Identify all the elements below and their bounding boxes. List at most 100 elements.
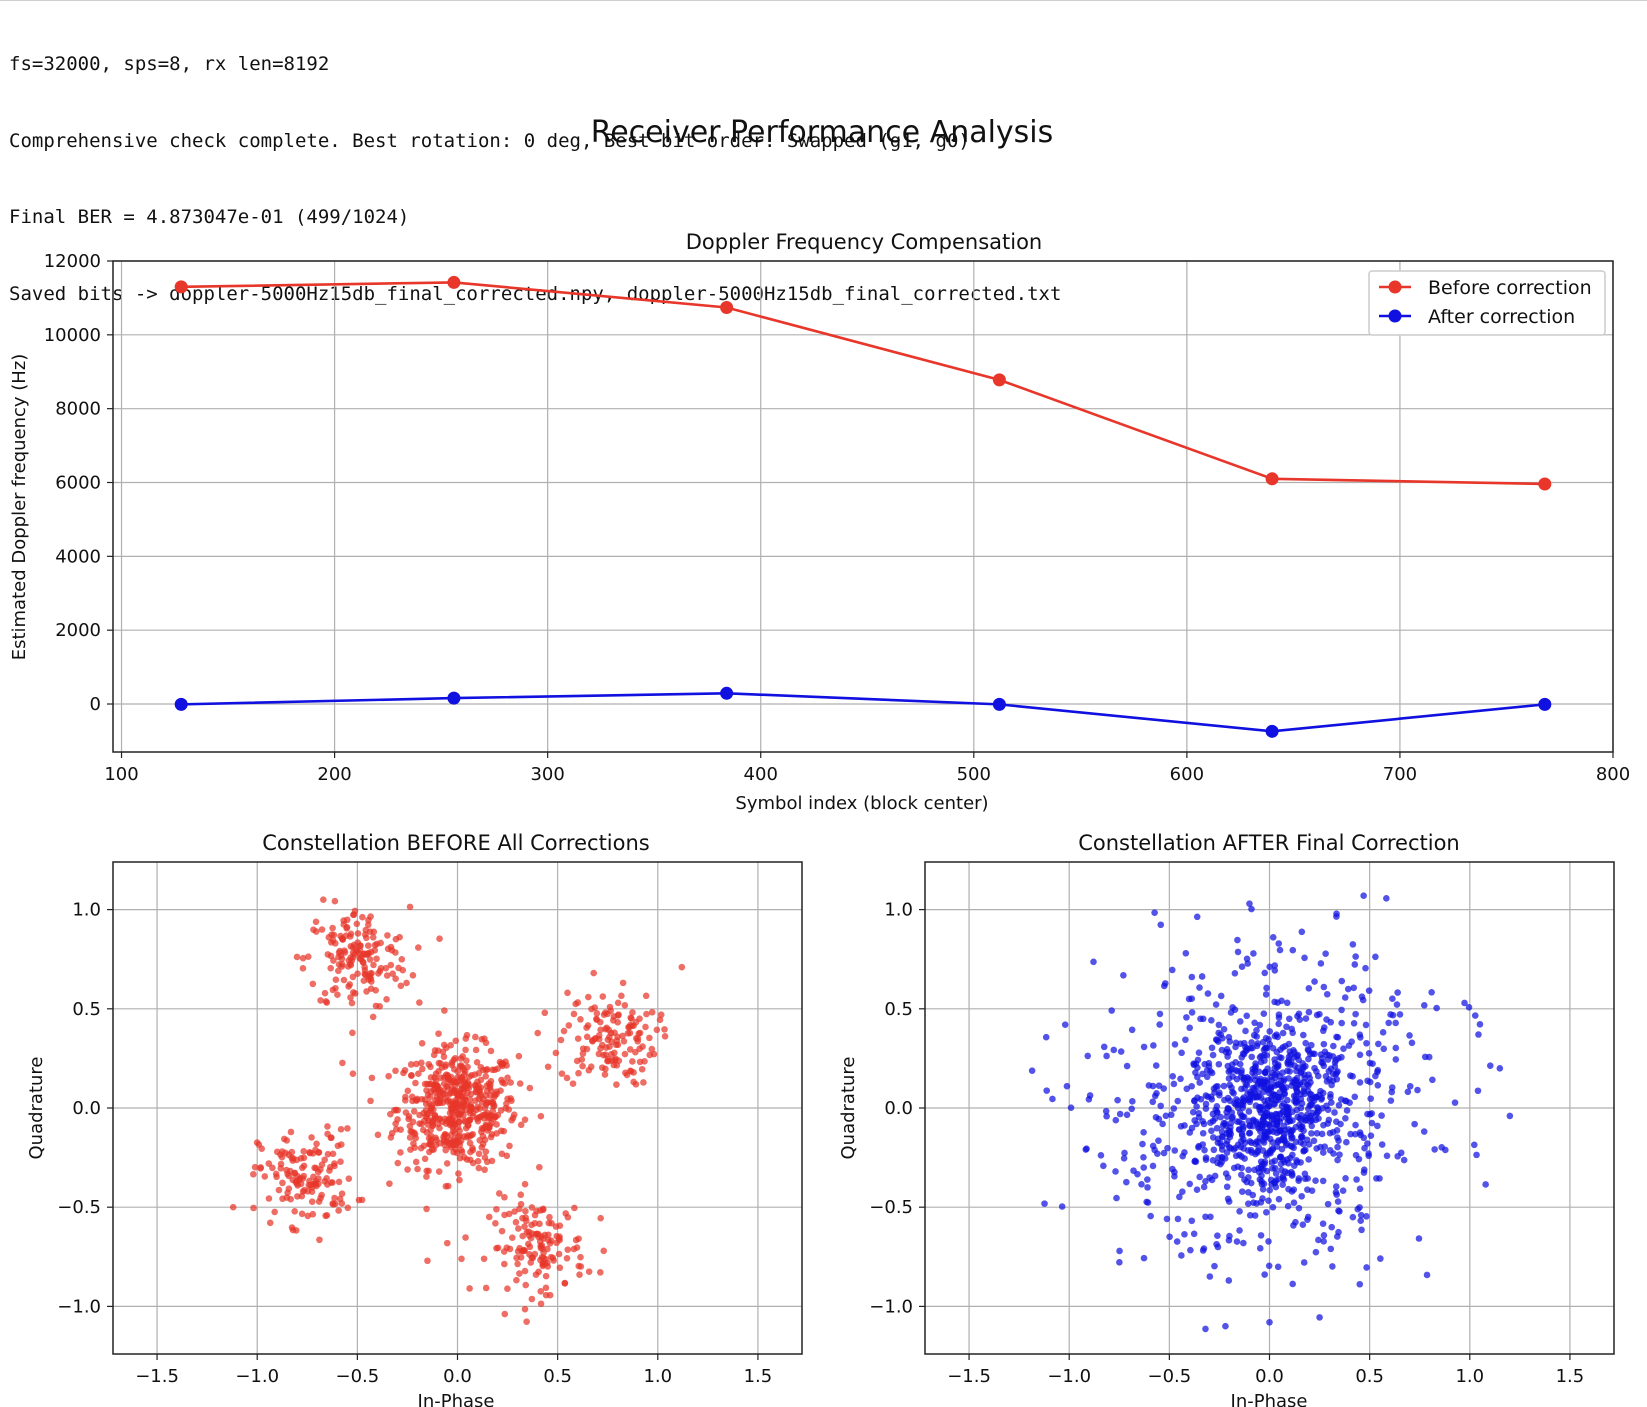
before-constellation-point [354,930,362,937]
after-constellation-point [1232,1059,1239,1066]
before-constellation-point [269,1164,276,1172]
before-constellation-point [640,1079,647,1086]
after-constellation-point [1277,1153,1284,1161]
after-constellation-point [1278,1145,1286,1153]
before-constellation-point [385,1072,392,1080]
before-constellation-point [447,1041,454,1049]
after-constellation-point [1213,1124,1221,1132]
before-constellation-point [387,961,395,969]
x-tick-label: 1.0 [643,1366,672,1387]
after-constellation-point [1284,1169,1292,1177]
after-correction-point [174,697,188,711]
doppler-ylabel: Estimated Doppler frequency (Hz) [9,354,30,661]
after-constellation-point [1272,1170,1280,1177]
x-tick-label: 0.0 [443,1366,472,1387]
before-constellation-point [493,1121,500,1128]
after-constellation-point [1200,1120,1208,1128]
before-correction-point [720,301,734,315]
after-constellation-point [1225,1277,1233,1284]
before-constellation-point [579,1050,587,1057]
before-constellation-point [422,1100,430,1108]
after-constellation-point [1357,1211,1365,1219]
before-constellation-point [564,1213,572,1221]
before-constellation-point [612,1041,620,1049]
after-constellation-point [1294,1113,1301,1121]
after-constellation-point [1201,1146,1208,1154]
before-constellation-point [443,1239,451,1247]
before-constellation-point [366,956,374,963]
before-constellation-point [583,1024,590,1031]
after-constellation-point [1300,1031,1307,1039]
after-constellation-point [1423,1271,1431,1279]
after-constellation-point [1373,1175,1380,1182]
before-constellation-point [526,1250,533,1258]
after-constellation-point [1375,1040,1382,1048]
before-constellation-point [650,1050,658,1058]
after-constellation-point [1113,1194,1120,1202]
after-constellation-point [1217,992,1225,1000]
after-constellation-point [1128,1026,1136,1034]
after-constellation-point [1255,1068,1263,1075]
before-constellation-point [336,1195,344,1203]
after-constellation-point [1461,999,1468,1007]
before-constellation-point [563,1074,571,1082]
after-constellation-point [1123,1111,1131,1119]
before-constellation-point [412,1134,420,1142]
after-constellation-point [1299,1221,1307,1228]
after-constellation-point [1058,1203,1066,1210]
after-constellation-point [1210,1146,1218,1154]
before-constellation-point [514,1260,521,1268]
before-constellation-point [374,1131,382,1139]
after-constellation-point [1308,1187,1316,1194]
after-correction-point [1538,697,1552,711]
after-constellation-point [1296,1016,1304,1024]
before-constellation-point [467,1148,474,1156]
y-tick-label: 12000 [44,251,101,272]
before-constellation-point [339,935,346,943]
before-constellation-point [351,907,359,915]
before-constellation-point [613,1062,621,1069]
after-constellation-point [1347,1130,1354,1138]
before-constellation-point [463,1031,471,1039]
after-constellation-point [1276,1054,1283,1061]
before-constellation-point [397,1149,404,1156]
after-constellation-point [1248,1039,1255,1046]
after-constellation-point [1328,1099,1335,1106]
before-constellation-point [570,1010,578,1018]
after-constellation-point [1208,1017,1215,1024]
after-constellation-point [1334,1068,1341,1075]
after-constellation-point [1186,1129,1194,1136]
before-constellation-point [590,969,597,977]
after-constellation-point [1273,1121,1281,1129]
after-constellation-point [1149,1162,1157,1170]
before-constellation-point [653,1026,661,1034]
after-constellation-point [1112,1168,1119,1175]
after-constellation-point [1100,1162,1107,1170]
before-constellation-point [344,1204,352,1212]
after-constellation-point [1308,1130,1315,1137]
before-constellation-point [611,1029,618,1036]
after-constellation-point [1147,1212,1154,1220]
after-constellation-point [1315,1107,1322,1115]
after-constellation-point [1311,978,1318,985]
after-constellation-point [1380,1045,1388,1053]
before-constellation-point [341,947,348,954]
before-constellation-point [574,1035,582,1042]
after-constellation-point [1342,1115,1349,1122]
after-constellation-point [1486,1062,1494,1069]
after-constellation-point [1169,1072,1177,1080]
after-constellation-point [1203,1073,1211,1081]
after-constellation-point [1211,1172,1219,1180]
after-constellation-point [1256,1021,1264,1029]
before-constellation-point [500,1127,508,1135]
after-constellation-point [1353,1176,1360,1183]
after-constellation-point [1279,1069,1286,1077]
before-constellation-point [549,1254,557,1262]
before-constellation-point [338,960,346,968]
after-constellation-point [1332,1183,1340,1190]
after-constellation-point [1301,954,1308,962]
before-constellation-point [334,1142,342,1150]
before-constellation-point [278,1153,286,1161]
before-constellation-point [331,1160,338,1167]
before-constellation-point [561,1279,569,1287]
